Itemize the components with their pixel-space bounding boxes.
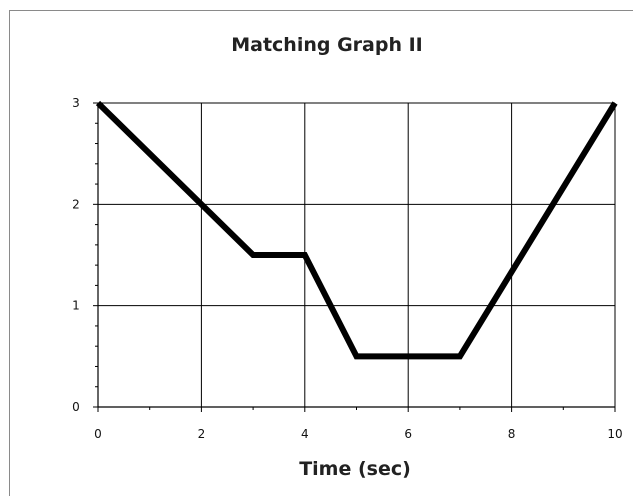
x-tick-label-8: 8	[508, 427, 516, 441]
grid	[98, 102, 616, 407]
chart-title: Matching Graph II	[231, 34, 423, 56]
y-tick-label-0: 0	[72, 400, 80, 414]
x-tick-label-4: 4	[301, 427, 309, 441]
x-tick-label-6: 6	[404, 427, 412, 441]
x-tick-label-0: 0	[94, 427, 102, 441]
minor-ticks	[93, 102, 616, 412]
y-tick-label-1: 1	[72, 299, 80, 313]
chart-frame	[9, 10, 633, 496]
x-tick-labels: 0 2 4 6 8 10	[94, 427, 622, 441]
x-tick-label-2: 2	[198, 427, 206, 441]
series-group	[95, 100, 618, 360]
y-tick-label-2: 2	[72, 197, 80, 211]
y-tick-label-3: 3	[72, 96, 80, 110]
x-tick-label-10: 10	[607, 427, 622, 441]
series-line-0	[95, 100, 618, 360]
x-axis-label: Time (sec)	[299, 458, 411, 480]
axes	[97, 103, 615, 408]
y-tick-labels: 0 1 2 3	[72, 96, 80, 414]
